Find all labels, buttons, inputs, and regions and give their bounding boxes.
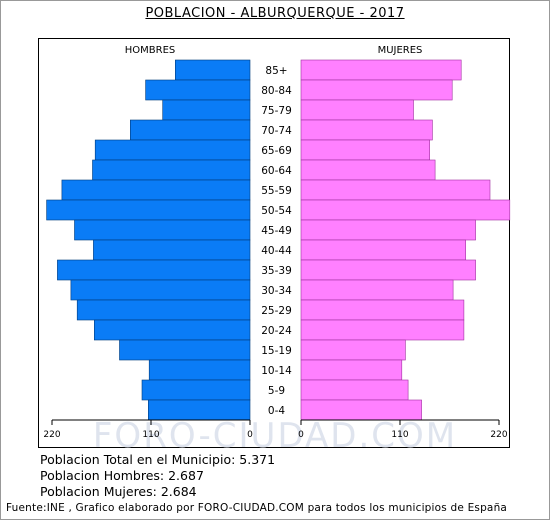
bar-hombres (175, 59, 251, 81)
x-tick-label-left: 220 (43, 430, 60, 440)
bar-mujeres (300, 379, 409, 401)
age-label: 30-34 (261, 285, 292, 297)
bar-mujeres (300, 319, 465, 341)
age-label: 70-74 (261, 125, 292, 137)
bar-mujeres (300, 279, 454, 301)
bar-mujeres (300, 179, 491, 201)
age-label: 85+ (265, 65, 287, 77)
bar-mujeres (300, 79, 453, 101)
bar-mujeres (300, 99, 414, 121)
bar-mujeres (300, 199, 511, 221)
x-tick-label-left: 0 (247, 430, 253, 440)
bar-hombres (162, 99, 251, 121)
hombres-header: HOMBRES (125, 45, 176, 56)
bar-hombres (74, 219, 251, 241)
bar-mujeres (300, 59, 462, 81)
summary-mujeres: Poblacion Mujeres: 2.684 (40, 484, 197, 499)
bar-hombres (57, 259, 251, 281)
age-label: 15-19 (261, 345, 292, 357)
bar-hombres (148, 359, 251, 381)
bar-mujeres (300, 159, 436, 181)
x-tick-label-right: 220 (490, 430, 507, 440)
x-tick-label-left: 110 (142, 430, 159, 440)
x-tick-label-right: 0 (298, 430, 304, 440)
bar-mujeres (300, 299, 465, 321)
bar-mujeres (300, 359, 403, 381)
bar-mujeres (300, 219, 476, 241)
bar-mujeres (300, 239, 466, 261)
population-pyramid: HOMBRES MUJERES 85+ 80-84 75-79 70-74 65-69 60-… (43, 45, 511, 440)
age-label: 35-39 (261, 265, 292, 277)
bar-hombres (141, 379, 251, 401)
age-label: 75-79 (261, 105, 292, 117)
age-label: 65-69 (261, 145, 292, 157)
bar-mujeres (300, 259, 476, 281)
age-label: 25-29 (261, 305, 292, 317)
bar-hombres (145, 79, 251, 101)
age-label: 80-84 (261, 85, 292, 97)
x-tick-label-right: 110 (391, 430, 408, 440)
bar-hombres (148, 399, 251, 421)
age-label: 50-54 (261, 205, 292, 217)
age-label: 55-59 (261, 185, 292, 197)
bar-hombres (119, 339, 251, 361)
bar-mujeres (300, 399, 422, 421)
footer-source: Fuente:INE , Grafico elaborado por FORO-… (6, 502, 508, 514)
bar-hombres (94, 319, 251, 341)
chart-frame (38, 38, 510, 448)
age-label: 60-64 (261, 165, 292, 177)
bar-mujeres (300, 139, 430, 161)
age-label: 10-14 (261, 365, 292, 377)
bar-hombres (61, 179, 251, 201)
bar-hombres (92, 159, 251, 181)
watermark: FORO-CIUDAD.COM (92, 416, 458, 456)
bar-hombres (130, 119, 251, 141)
bar-mujeres (300, 119, 433, 141)
age-label: 40-44 (261, 245, 292, 257)
bar-hombres (94, 139, 251, 161)
age-label: 45-49 (261, 225, 292, 237)
age-label: 0-4 (268, 405, 285, 417)
summary-hombres: Poblacion Hombres: 2.687 (40, 468, 204, 483)
chart-title: POBLACION - ALBURQUERQUE - 2017 (145, 6, 405, 21)
bar-mujeres (300, 339, 406, 361)
bar-hombres (93, 239, 251, 261)
bar-hombres (46, 199, 251, 221)
summary-total: Poblacion Total en el Municipio: 5.371 (40, 452, 276, 467)
age-label: 5-9 (268, 385, 285, 397)
mujeres-header: MUJERES (378, 45, 423, 56)
bar-hombres (76, 299, 251, 321)
bar-hombres (70, 279, 251, 301)
age-label: 20-24 (261, 325, 292, 337)
